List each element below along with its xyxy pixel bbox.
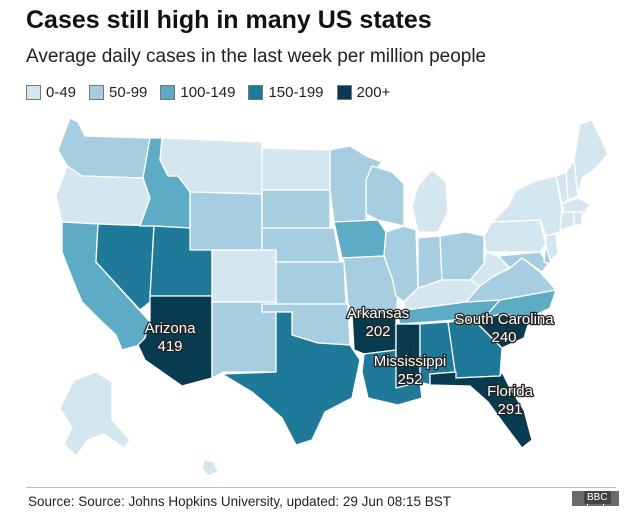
state-pa xyxy=(483,219,547,253)
legend-item-3: 150-199 xyxy=(248,84,324,101)
legend-label-3: 150-199 xyxy=(268,84,324,101)
us-map: Arizona 419 Arkansas 202 South Carolina … xyxy=(55,117,609,477)
state-wi xyxy=(365,165,405,227)
state-ma xyxy=(561,197,591,215)
legend-swatch-2 xyxy=(160,85,176,100)
callout-name-south-carolina: South Carolina xyxy=(454,311,554,328)
state-ia xyxy=(333,219,387,259)
footer-divider xyxy=(26,487,616,488)
source-note: Source: Source: Johns Hopkins University… xyxy=(28,494,451,509)
state-sd xyxy=(261,189,331,229)
legend-swatch-3 xyxy=(248,85,264,100)
state-me xyxy=(573,119,609,197)
callout-value-florida: 291 xyxy=(497,401,522,418)
bbc-tag: BBC xyxy=(584,491,611,504)
callout-line-south-carolina xyxy=(505,321,509,335)
states-layer xyxy=(55,117,609,477)
legend-label-2: 100-149 xyxy=(180,84,236,101)
callout-value-south-carolina: 240 xyxy=(491,329,516,346)
legend-item-0: 0-49 xyxy=(26,84,76,101)
legend-swatch-0 xyxy=(26,85,41,100)
state-ks xyxy=(275,261,347,305)
callout-name-arkansas: Arkansas xyxy=(347,305,410,322)
state-md xyxy=(497,251,549,273)
state-fl xyxy=(429,371,533,449)
legend-item-2: 100-149 xyxy=(160,84,235,101)
state-nj xyxy=(545,233,559,261)
legend-item-1: 50-99 xyxy=(89,84,147,101)
state-in xyxy=(417,235,443,289)
chart-title: Cases still high in many US states xyxy=(26,6,432,34)
state-ct xyxy=(559,211,575,231)
state-wy xyxy=(189,191,263,253)
state-ms xyxy=(395,323,421,389)
state-tx xyxy=(221,311,361,446)
state-ak xyxy=(59,371,131,457)
legend-item-4: 200+ xyxy=(336,84,391,101)
callouts: Arizona 419 Arkansas 202 South Carolina … xyxy=(143,304,555,420)
callout-name-florida: Florida xyxy=(487,383,534,400)
callout-value-arkansas: 202 xyxy=(365,323,390,340)
callout-name-mississippi: Mississippi xyxy=(374,353,447,370)
legend-label-1: 50-99 xyxy=(109,84,148,101)
state-nd xyxy=(261,147,331,191)
legend-label-0: 0-49 xyxy=(46,84,77,101)
legend-label-4: 200+ xyxy=(356,84,391,101)
state-nm xyxy=(211,301,277,379)
legend-swatch-4 xyxy=(336,85,352,100)
state-hi xyxy=(201,459,219,477)
legend-swatch-1 xyxy=(89,85,105,100)
callout-name-arizona: Arizona xyxy=(145,320,197,337)
state-co xyxy=(211,249,277,303)
chart-subtitle: Average daily cases in the last week per… xyxy=(26,46,487,67)
legend: 0-49 50-99 100-149 150-199 200+ xyxy=(26,84,403,101)
bbc-logo-block-1 xyxy=(572,491,587,506)
state-ri xyxy=(573,211,583,227)
callout-value-mississippi: 252 xyxy=(397,371,422,388)
state-mi xyxy=(411,169,449,233)
callout-value-arizona: 419 xyxy=(157,338,182,355)
